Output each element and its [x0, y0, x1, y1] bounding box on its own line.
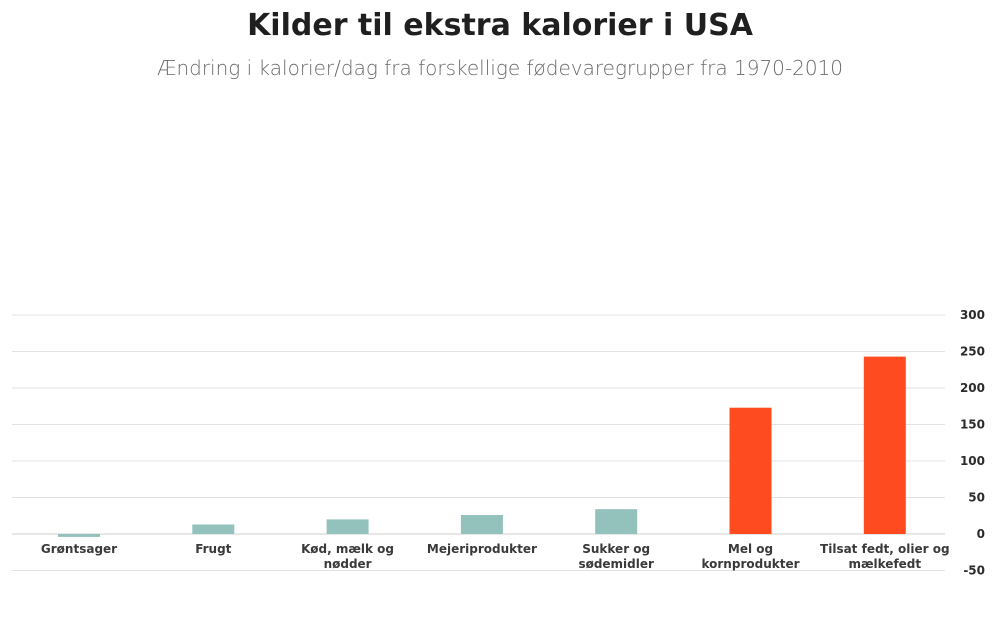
x-tick-label-line: Mejeriprodukter [427, 542, 537, 556]
bar [595, 509, 638, 534]
x-tick-label-line: nødder [324, 557, 372, 571]
chart-subtitle: Ændring i kalorier/dag fra forskellige f… [156, 56, 844, 80]
y-tick-label: 50 [968, 491, 985, 505]
chart-title: Kilder til ekstra kalorier i USA [247, 8, 753, 43]
x-tick-label-line: Sukker og [582, 542, 650, 556]
y-tick-label: 150 [960, 418, 985, 432]
y-tick-label: 200 [960, 381, 985, 395]
x-tick-label: Mejeriprodukter [427, 542, 537, 556]
gridlines [12, 314, 945, 571]
y-tick-label: 250 [960, 345, 985, 359]
bar [58, 534, 100, 537]
y-tick-label: -50 [963, 564, 985, 578]
x-tick-label-line: Grøntsager [41, 542, 117, 556]
bar [192, 524, 235, 534]
bars [58, 356, 906, 537]
x-tick-label-line: Mel og [728, 542, 773, 556]
x-tick-label: Kød, mælk og nødder [301, 542, 394, 571]
y-axis-ticks: -50 0 50 100 150 200 250 300 [960, 308, 985, 578]
x-tick-label-line: Tilsat fedt, olier og [820, 542, 950, 556]
x-tick-label: Tilsat fedt, olier og mælkefedt [820, 542, 950, 571]
bar [460, 515, 503, 534]
bar [326, 519, 369, 534]
x-tick-label: Grøntsager [41, 542, 117, 556]
x-tick-label-line: sødemidler [578, 557, 654, 571]
y-tick-label: 300 [960, 308, 985, 322]
bar [863, 356, 906, 534]
y-tick-label: 100 [960, 454, 985, 468]
x-tick-label: Sukker og sødemidler [578, 542, 654, 571]
x-tick-label-line: kornprodukter [701, 557, 799, 571]
bar [729, 407, 772, 534]
x-tick-label-line: Kød, mælk og [301, 542, 394, 556]
x-tick-label: Frugt [195, 542, 231, 556]
x-tick-label-line: mælkefedt [848, 557, 921, 571]
x-tick-label: Mel og kornprodukter [701, 542, 799, 571]
x-tick-label-line: Frugt [195, 542, 231, 556]
x-axis-labels: Grøntsager Frugt Kød, mælk og nødder Mejerip… [41, 542, 950, 571]
y-tick-label: 0 [977, 527, 985, 541]
